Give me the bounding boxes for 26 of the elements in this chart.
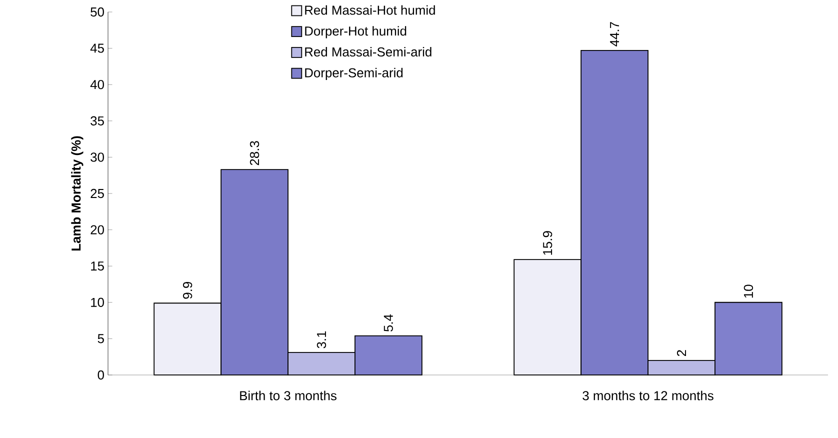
legend-label: Dorper-Semi-arid: [305, 68, 403, 80]
y-tick-label: 35: [90, 116, 104, 126]
y-tick-label: 45: [90, 44, 104, 53]
data-label: 5.4: [384, 314, 393, 332]
legend-label: Dorper-Hot humid: [305, 26, 406, 38]
x-tick-label: Birth to 3 months: [240, 390, 336, 400]
y-tick-label: 30: [90, 152, 104, 162]
data-label: 44.7: [610, 22, 619, 46]
y-tick-label: 15: [91, 262, 104, 271]
data-label: 15.9: [542, 231, 552, 255]
y-tick-label: 25: [90, 188, 104, 198]
y-tick-label: 50: [90, 7, 104, 17]
y-tick-label: 20: [90, 225, 104, 234]
data-label: 28.3: [250, 141, 260, 166]
x-tick-label: 3 months to 12 months: [582, 390, 714, 400]
data-label: 10: [744, 284, 754, 298]
y-axis-title: Lamb Mortality (%): [71, 136, 84, 251]
data-label: 9.9: [182, 282, 192, 299]
data-label: 2: [676, 350, 686, 356]
legend-label: Red Massai-Hot humid: [305, 5, 435, 15]
legend-label: Red Massai-Semi-arid: [305, 47, 432, 57]
y-tick-label: 40: [90, 80, 104, 90]
y-tick-label: 10: [91, 298, 104, 307]
y-tick-label: 0: [98, 370, 104, 380]
data-label: 3.1: [316, 331, 326, 348]
y-tick-label: 5: [98, 334, 104, 344]
